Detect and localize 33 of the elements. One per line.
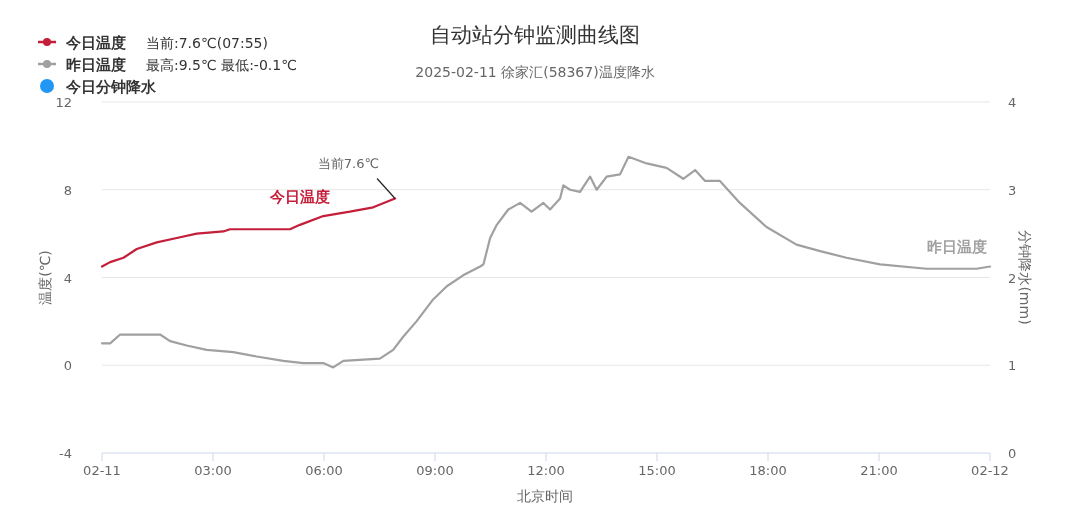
y2-tick-label: 2 xyxy=(1008,270,1017,286)
x-tick-label: 12:00 xyxy=(527,463,565,478)
text: 当前:7.6℃(07:55) xyxy=(146,35,268,51)
y-tick-label: 8 xyxy=(63,182,72,198)
legend-label: 今日分钟降水 xyxy=(65,78,157,96)
x-tick-label: 06:00 xyxy=(305,463,343,478)
line-series xyxy=(100,155,992,369)
x-tick-label: 21:00 xyxy=(860,463,898,478)
legend-label: 昨日温度 xyxy=(66,56,126,74)
text: 昨日温度 xyxy=(927,237,987,256)
chart-subtitle: 2025-02-11 徐家汇(58367)温度降水 xyxy=(415,64,655,80)
y2-axis-title: 分钟降水(mm) xyxy=(1017,230,1033,325)
y-tick-label: 4 xyxy=(63,270,72,286)
x-tick-label: 02-12 xyxy=(971,463,1009,478)
x-tick-label: 15:00 xyxy=(638,463,676,478)
x-tick-label: 18:00 xyxy=(749,463,787,478)
legend-label: 今日温度 xyxy=(65,34,126,52)
y2-tick-label: 4 xyxy=(1008,95,1017,110)
text: 最高:9.5℃ 最低:-0.1℃ xyxy=(146,57,297,73)
text: 今日温度 xyxy=(270,187,331,206)
x-tick-label: 02-11 xyxy=(83,463,121,478)
x-tick-label: 03:00 xyxy=(194,463,232,478)
y2-tick-label: 0 xyxy=(1008,446,1017,461)
annotation: 当前7.6℃ xyxy=(317,155,380,171)
y2-tick-label: 3 xyxy=(1008,182,1017,198)
y-tick-label: -4 xyxy=(59,446,72,461)
x-axis-title: 北京时间 xyxy=(517,488,573,504)
y-axis-title: 温度(℃) xyxy=(37,250,53,305)
y2-tick-label: 1 xyxy=(1008,358,1017,374)
x-tick-label: 09:00 xyxy=(416,463,454,478)
y-tick-label: 0 xyxy=(63,358,72,374)
chart-title: 自动站分钟监测曲线图 xyxy=(430,23,640,47)
y-tick-label: 12 xyxy=(55,95,72,110)
